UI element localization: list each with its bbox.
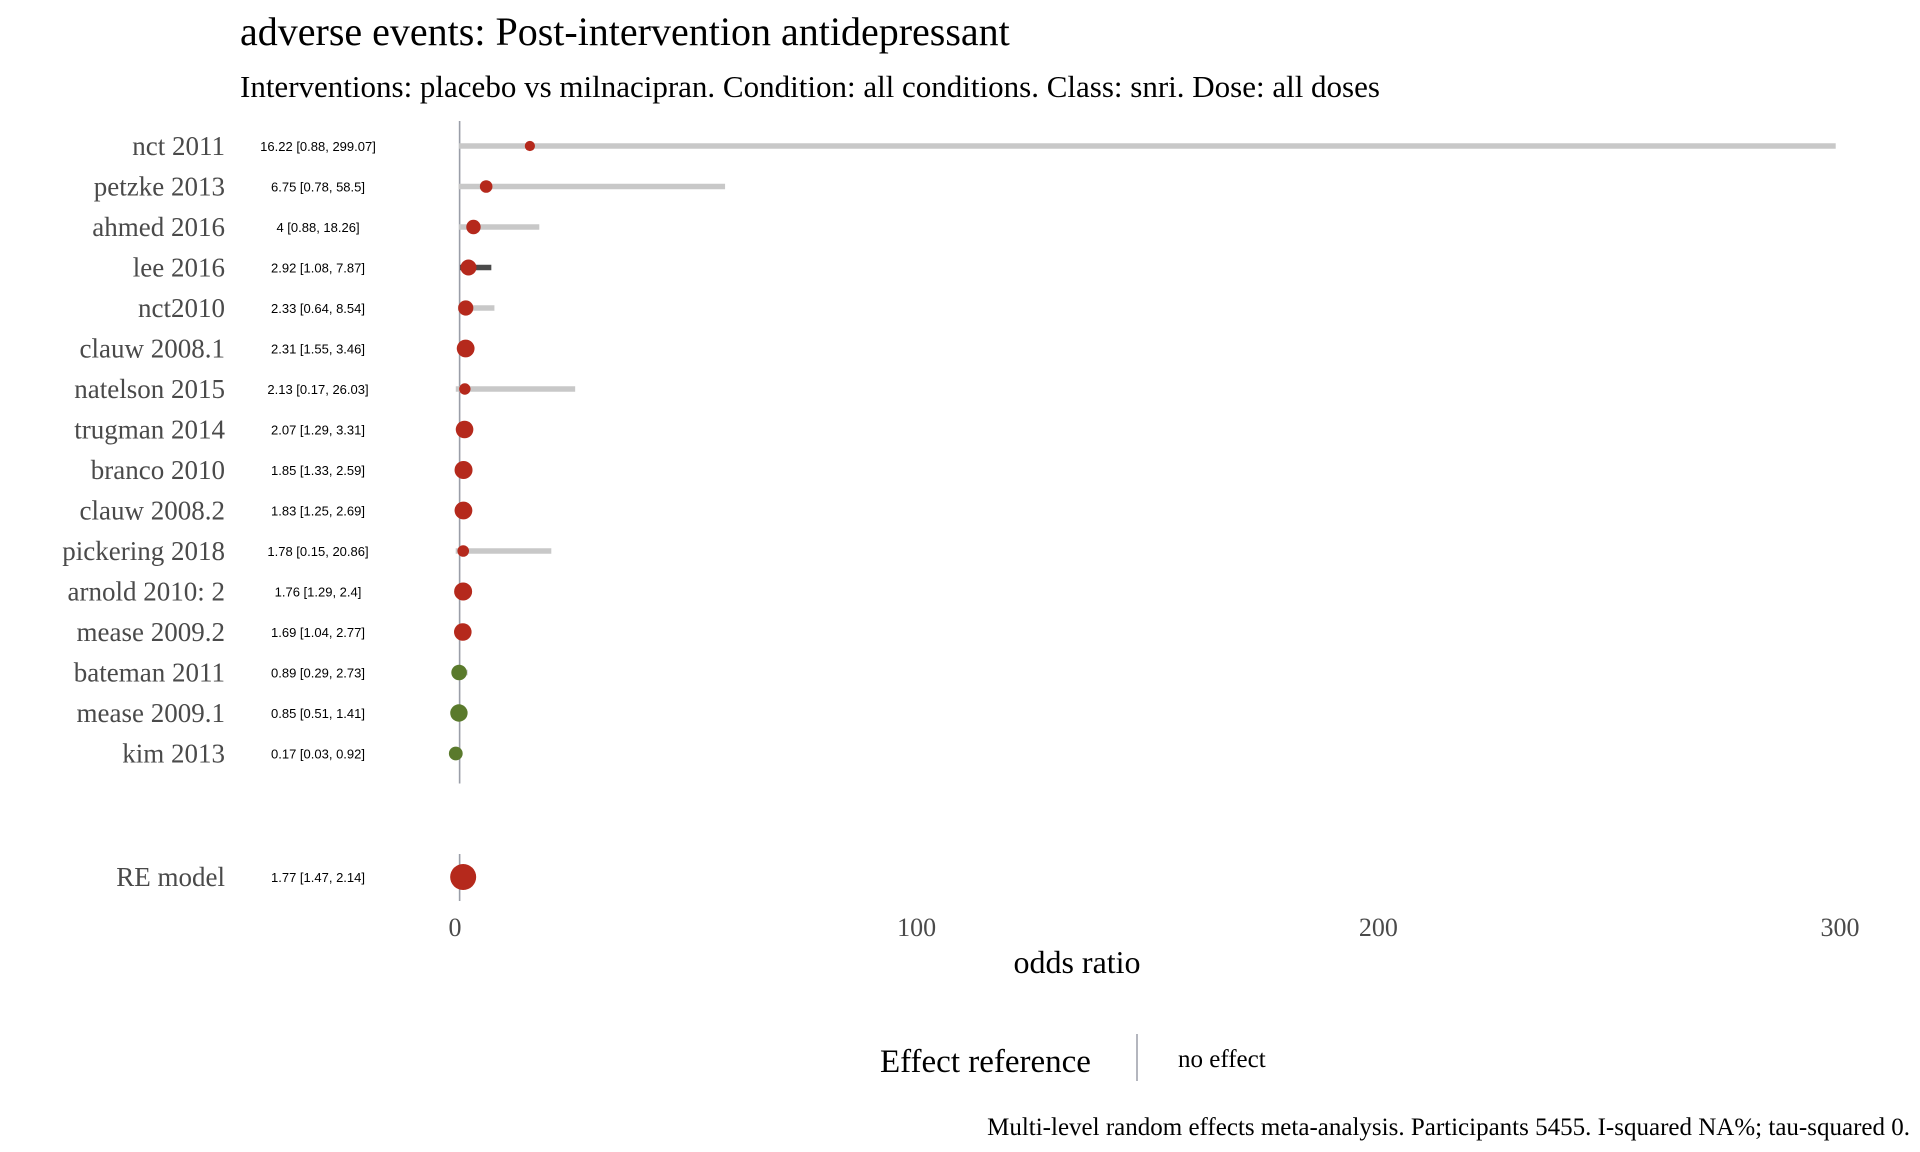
study-ci-text: 2.33 [0.64, 8.54] xyxy=(271,301,365,316)
study-ci-text: 16.22 [0.88, 299.07] xyxy=(260,139,376,154)
legend: Effect reference no effect xyxy=(880,1034,1266,1081)
legend-label-no-effect: no effect xyxy=(1178,1046,1266,1073)
x-tick-label: 0 xyxy=(449,913,462,942)
study-point xyxy=(459,383,471,395)
summary-point xyxy=(450,864,477,890)
study-ci-text: 2.31 [1.55, 3.46] xyxy=(271,342,365,357)
legend-title: Effect reference xyxy=(880,1044,1091,1080)
study-label: nct 2011 xyxy=(132,131,225,161)
x-tick-label: 300 xyxy=(1821,913,1860,942)
study-point xyxy=(454,582,473,601)
study-ci-text: 1.69 [1.04, 2.77] xyxy=(271,625,365,640)
study-point xyxy=(458,300,474,316)
study-label: trugman 2014 xyxy=(74,415,225,445)
study-label: mease 2009.1 xyxy=(77,698,225,728)
study-label: ahmed 2016 xyxy=(92,212,225,242)
study-label: petzke 2013 xyxy=(94,172,225,202)
x-tick-label: 200 xyxy=(1359,913,1398,942)
study-point xyxy=(466,219,481,235)
x-axis: 0 100 200 300 xyxy=(449,913,1860,942)
study-point xyxy=(451,664,467,681)
chart-title: adverse events: Post-intervention antide… xyxy=(240,9,1010,54)
study-label: branco 2010 xyxy=(91,455,225,485)
summary-row: RE model 1.77 [1.47, 2.14] xyxy=(116,854,477,901)
study-label: clauw 2008.1 xyxy=(80,334,225,364)
study-ci-text: 2.92 [1.08, 7.87] xyxy=(271,261,365,276)
study-ci-text: 1.78 [0.15, 20.86] xyxy=(267,544,368,559)
study-ci-text: 2.13 [0.17, 26.03] xyxy=(267,382,368,397)
study-ci-text: 0.17 [0.03, 0.92] xyxy=(271,747,365,762)
study-label: arnold 2010: 2 xyxy=(68,577,225,607)
study-label: nct2010 xyxy=(138,293,225,323)
study-label: lee 2016 xyxy=(133,253,225,283)
study-rows: nct 2011 16.22 [0.88, 299.07] petzke 2013 6… xyxy=(62,121,1836,784)
study-point xyxy=(457,545,470,557)
chart-subtitle: Interventions: placebo vs milnacipran. C… xyxy=(240,69,1380,104)
chart-caption: Multi-level random effects meta-analysis… xyxy=(987,1114,1910,1141)
study-point xyxy=(479,180,493,193)
x-axis-title: odds ratio xyxy=(1013,944,1140,980)
study-point xyxy=(448,746,463,761)
study-point xyxy=(456,339,475,358)
study-point xyxy=(524,140,535,152)
study-ci-text: 0.89 [0.29, 2.73] xyxy=(271,666,365,681)
study-ci-text: 6.75 [0.78, 58.5] xyxy=(271,180,365,195)
study-point xyxy=(454,501,473,520)
study-ci-text: 1.76 [1.29, 2.4] xyxy=(275,585,362,600)
summary-label: RE model xyxy=(116,862,225,892)
study-ci-text: 2.07 [1.29, 3.31] xyxy=(271,423,365,438)
study-label: mease 2009.2 xyxy=(77,617,225,647)
study-ci-text: 1.85 [1.33, 2.59] xyxy=(271,463,365,478)
study-ci-text: 1.83 [1.25, 2.69] xyxy=(271,504,365,519)
study-point xyxy=(455,420,474,439)
study-point xyxy=(460,259,477,276)
summary-ci-text: 1.77 [1.47, 2.14] xyxy=(271,870,365,885)
study-label: natelson 2015 xyxy=(74,374,225,404)
study-ci-text: 4 [0.88, 18.26] xyxy=(276,220,359,235)
study-label: kim 2013 xyxy=(122,739,225,769)
study-label: clauw 2008.2 xyxy=(80,496,225,526)
study-label: bateman 2011 xyxy=(74,658,225,688)
study-point xyxy=(454,623,472,641)
study-label: pickering 2018 xyxy=(62,536,225,566)
study-ci-text: 0.85 [0.51, 1.41] xyxy=(271,706,365,721)
study-point xyxy=(450,704,468,722)
study-point xyxy=(454,461,473,479)
x-tick-label: 100 xyxy=(897,913,936,942)
